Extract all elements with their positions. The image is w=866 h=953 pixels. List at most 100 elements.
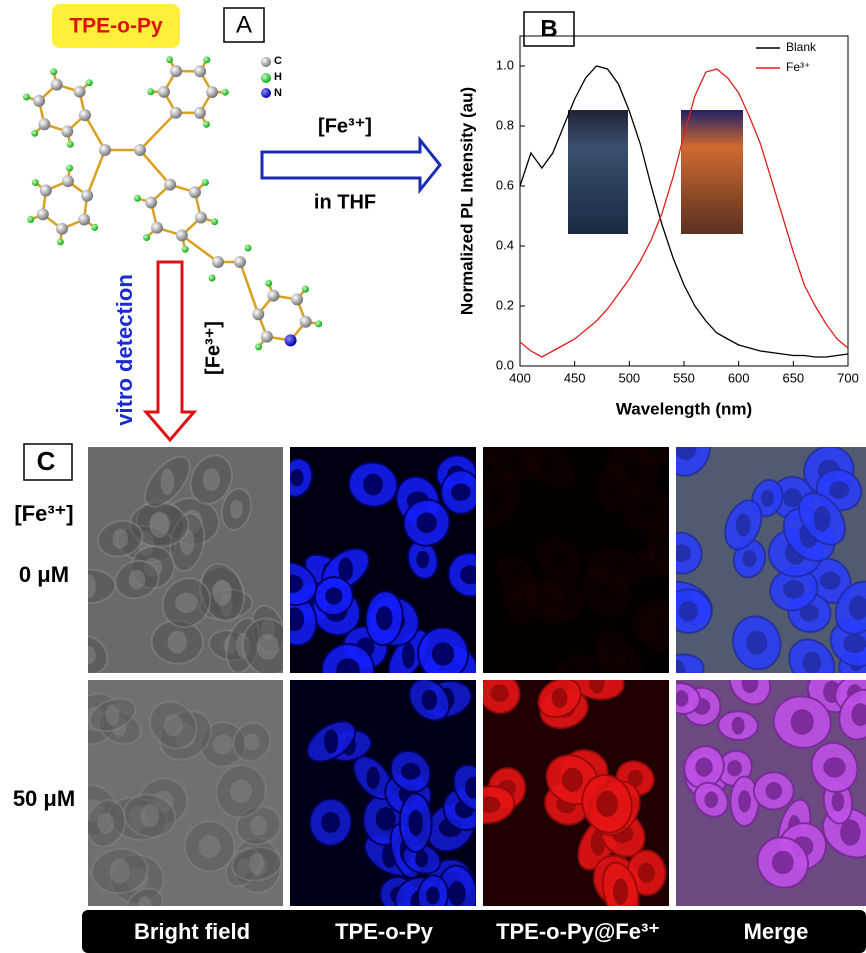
nucleus (644, 612, 666, 634)
atom (31, 179, 39, 187)
cells (88, 692, 283, 906)
cell (88, 568, 117, 605)
micrograph (676, 680, 866, 906)
nucleus (676, 544, 691, 563)
nucleus (460, 565, 476, 585)
x-axis-label: Wavelength (nm) (616, 399, 752, 418)
nucleus (819, 571, 841, 590)
cell (123, 793, 177, 838)
nucleus (612, 878, 629, 905)
nucleus (88, 574, 96, 599)
atom (221, 88, 229, 96)
nucleus (230, 779, 252, 804)
nucleus (609, 653, 631, 673)
micrograph (483, 680, 669, 906)
cell (97, 519, 144, 558)
atom (73, 85, 86, 98)
atom-key (261, 73, 271, 83)
bond (139, 149, 172, 186)
cell (215, 764, 267, 819)
nucleus (620, 458, 643, 483)
cell (149, 700, 198, 750)
atom (61, 125, 74, 138)
cell (621, 484, 669, 532)
nucleus (324, 729, 339, 754)
panel-c: C [Fe³⁺] 0 μM 50 μM Bright field TPE-o-P… (13, 443, 866, 953)
atom (66, 164, 74, 172)
arrow-label: vitro detection (112, 274, 137, 426)
cell (488, 447, 542, 484)
nucleus (363, 473, 383, 496)
row-header: [Fe³⁺] (14, 501, 73, 526)
panel-b: B 400 450 500 550 600 650 700 0.0 0.2 0.4 0.6 0.8 1.… (457, 11, 859, 418)
nucleus (606, 555, 625, 581)
nucleus (647, 447, 662, 458)
nucleus (465, 776, 476, 799)
atom-key (261, 57, 271, 67)
x-tick-label: 650 (782, 370, 804, 385)
nucleus (416, 512, 437, 534)
panel-a: TPE-o-Py A C H N [Fe³⁺] in THF vitro det… (22, 4, 442, 443)
atom (181, 245, 189, 253)
micrograph (88, 680, 283, 906)
atom (50, 68, 58, 76)
atom (31, 129, 39, 137)
atom (133, 194, 141, 202)
panel-label: C (37, 446, 56, 476)
nucleus (562, 767, 583, 792)
arrow-label: in THF (314, 191, 376, 213)
atom (56, 238, 64, 246)
cells (483, 447, 669, 673)
nucleus (483, 485, 506, 513)
atom (78, 109, 91, 122)
panel-label: B (540, 15, 557, 42)
micrograph (483, 447, 669, 673)
nucleus (325, 587, 343, 605)
vial-photo (681, 110, 743, 234)
nucleus (198, 835, 221, 858)
atom (193, 106, 206, 119)
cell (596, 460, 630, 514)
cell (523, 577, 569, 626)
atom (234, 256, 246, 268)
atom (134, 144, 146, 156)
nucleus (604, 640, 620, 660)
nucleus (746, 630, 768, 655)
cell (502, 575, 539, 625)
atom (291, 293, 304, 306)
y-tick-label: 0.6 (496, 177, 514, 192)
micrograph (290, 680, 476, 906)
nucleus (738, 790, 751, 813)
cell (637, 447, 669, 472)
nucleus (606, 475, 621, 499)
atom (194, 211, 207, 224)
nucleus (175, 592, 198, 613)
cells (290, 454, 476, 673)
nucleus (97, 812, 115, 834)
nucleus (783, 488, 802, 508)
nucleus (140, 804, 160, 828)
x-tick-label: 450 (564, 370, 586, 385)
micrographs (88, 447, 866, 906)
nucleus (735, 513, 751, 537)
cell (496, 553, 540, 608)
atom (211, 218, 219, 226)
nucleus (652, 616, 669, 640)
cell (550, 652, 595, 673)
cell (581, 561, 632, 619)
bond (181, 234, 219, 264)
cell (241, 617, 283, 673)
cell (114, 559, 160, 600)
nucleus (88, 645, 96, 665)
atom (39, 184, 52, 197)
nucleus (426, 886, 440, 905)
nucleus (506, 453, 523, 477)
nucleus (742, 550, 757, 568)
cell (586, 547, 645, 589)
cell (88, 697, 137, 733)
cells (88, 454, 283, 673)
nucleus (128, 569, 146, 590)
cell (634, 544, 669, 580)
nucleus (431, 642, 455, 666)
